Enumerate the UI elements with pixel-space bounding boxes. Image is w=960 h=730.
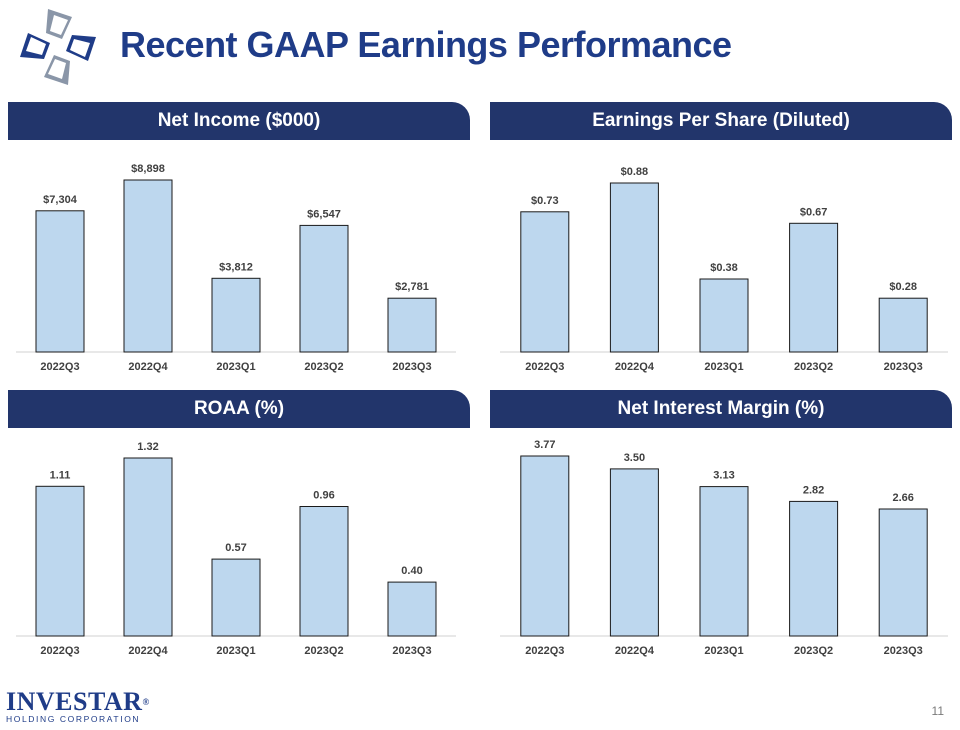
chart-header-eps: Earnings Per Share (Diluted) [490,102,952,140]
net-income-chart: $7,304 2022Q3 $8,898 2022Q4 $3,812 2023Q1 $6,5… [16,163,456,373]
brand-name: INVESTAR [6,687,143,716]
roaa-bar-2023q1 [211,558,261,637]
eps-bar-2022q4 [609,182,659,353]
net-income-data-label-2022q3: $7,304 [43,194,78,206]
eps-bar-2023q3 [878,297,928,353]
roaa-tick-label-2023q2: 2023Q2 [304,645,343,657]
net-income-bar-2022q3 [35,210,85,353]
nim-bar-2023q3 [878,508,928,637]
roaa-bar-2022q4 [123,457,173,637]
nim-tick-label-2022q3: 2022Q3 [525,645,564,657]
net-income-data-label-2023q3: $2,781 [395,281,429,293]
eps-bar-2022q3 [520,211,570,353]
nim-tick-label-2023q3: 2023Q3 [884,645,923,657]
eps-tick-label-2023q1: 2023Q1 [704,361,743,373]
nim-data-label-2023q2: 2.82 [803,484,824,496]
roaa-bar-2022q3 [35,485,85,637]
eps-tick-label-2022q3: 2022Q3 [525,361,564,373]
nim-data-label-2022q3: 3.77 [534,439,555,451]
nim-data-label-2023q3: 2.66 [892,492,913,504]
net-income-bar-2022q4 [123,179,173,353]
roaa-chart: 1.11 2022Q3 1.32 2022Q4 0.57 2023Q1 0.96 2023Q2… [16,441,456,657]
roaa-tick-label-2022q4: 2022Q4 [128,645,168,657]
investar-brand: INVESTAR® HOLDING CORPORATION [6,687,150,725]
net-income-data-label-2022q4: $8,898 [131,163,165,175]
net-income-data-label-2023q2: $6,547 [307,208,341,220]
roaa-bar-2023q2 [299,506,349,637]
eps-bar-2023q1 [699,278,749,353]
net-income-tick-label-2022q4: 2022Q4 [128,361,168,373]
roaa-data-label-2022q3: 1.11 [50,469,71,481]
net-income-bar-2023q1 [211,277,261,353]
nim-data-label-2023q1: 3.13 [713,470,734,482]
net-income-tick-label-2023q2: 2023Q2 [304,361,343,373]
eps-data-label-2022q4: $0.88 [621,166,649,178]
nim-bar-2023q1 [699,486,749,637]
page-title: Recent GAAP Earnings Performance [120,24,732,65]
eps-chart: $0.73 2022Q3 $0.88 2022Q4 $0.38 2023Q1 $0.67 20… [500,166,948,373]
nim-bar-2022q4 [609,468,659,637]
roaa-data-label-2023q1: 0.57 [225,542,246,554]
eps-data-label-2023q2: $0.67 [800,206,828,218]
roaa-data-label-2023q3: 0.40 [401,565,422,577]
nim-data-label-2022q4: 3.50 [624,452,645,464]
eps-data-label-2022q3: $0.73 [531,195,559,207]
eps-bar-2023q2 [789,222,839,353]
roaa-data-label-2022q4: 1.32 [137,441,158,453]
page-number: 11 [931,704,944,718]
roaa-bar-2023q3 [387,581,437,637]
nim-bar-2022q3 [520,455,570,637]
roaa-tick-label-2022q3: 2022Q3 [40,645,79,657]
nim-tick-label-2022q4: 2022Q4 [615,645,655,657]
net-income-data-label-2023q1: $3,812 [219,261,253,273]
roaa-data-label-2023q2: 0.96 [313,490,334,502]
eps-data-label-2023q1: $0.38 [710,262,738,274]
eps-data-label-2023q3: $0.28 [889,281,917,293]
brand-registered-mark: ® [142,697,150,707]
nim-chart: 3.77 2022Q3 3.50 2022Q4 3.13 2023Q1 2.82 2023Q2… [500,439,948,657]
nim-tick-label-2023q2: 2023Q2 [794,645,833,657]
investar-logo-mark-icon [20,9,96,85]
eps-tick-label-2022q4: 2022Q4 [615,361,655,373]
brand-subtitle: HOLDING CORPORATION [6,714,141,724]
net-income-bar-2023q2 [299,224,349,353]
nim-bar-2023q2 [789,500,839,637]
net-income-tick-label-2023q3: 2023Q3 [392,361,431,373]
roaa-tick-label-2023q3: 2023Q3 [392,645,431,657]
chart-header-roaa: ROAA (%) [8,390,470,428]
roaa-tick-label-2023q1: 2023Q1 [216,645,255,657]
nim-tick-label-2023q1: 2023Q1 [704,645,743,657]
eps-tick-label-2023q3: 2023Q3 [884,361,923,373]
net-income-tick-label-2023q1: 2023Q1 [216,361,255,373]
eps-tick-label-2023q2: 2023Q2 [794,361,833,373]
chart-header-nim: Net Interest Margin (%) [490,390,952,428]
net-income-tick-label-2022q3: 2022Q3 [40,361,79,373]
chart-header-net-income: Net Income ($000) [8,102,470,140]
logo-blade [46,9,72,39]
net-income-bar-2023q3 [387,297,437,353]
